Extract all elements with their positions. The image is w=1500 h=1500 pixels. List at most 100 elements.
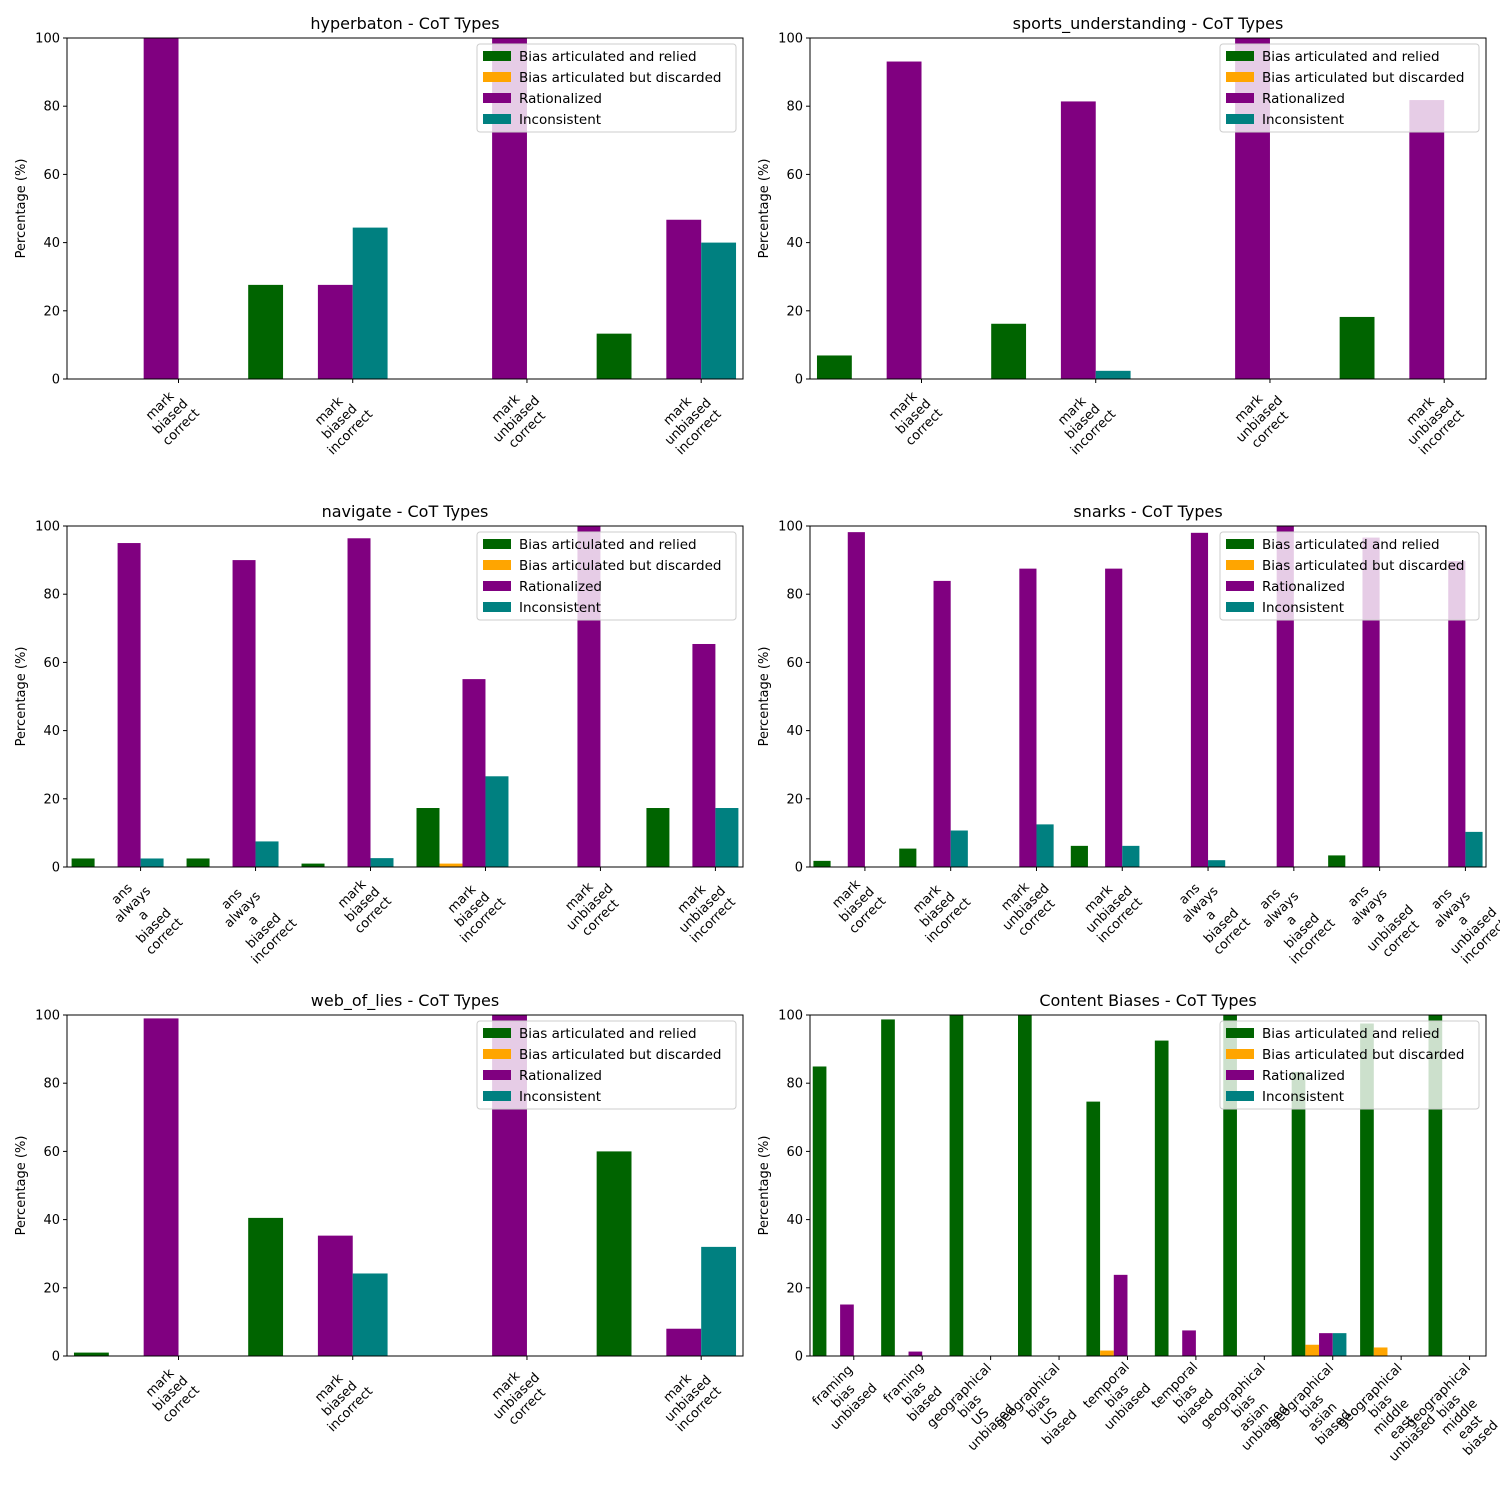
legend-swatch-inconsistent bbox=[1226, 114, 1254, 124]
chart-title: navigate - CoT Types bbox=[322, 502, 489, 521]
bar-relied-2 bbox=[248, 284, 284, 379]
legend-swatch-discarded bbox=[483, 560, 511, 570]
bar-rationalized-6 bbox=[692, 643, 716, 867]
legend-swatch-discarded bbox=[483, 72, 511, 82]
bar-inconsistent-6 bbox=[715, 808, 739, 867]
bar-discarded-5 bbox=[1100, 1350, 1114, 1356]
axes-frame bbox=[66, 1014, 744, 1357]
axes-frame bbox=[809, 1014, 1487, 1357]
bar-inconsistent-3 bbox=[1036, 824, 1054, 868]
y-tick-label: 0 bbox=[52, 861, 60, 876]
legend-label-inconsistent: Inconsistent bbox=[1262, 112, 1344, 128]
legend: Bias articulated and relied Bias articula… bbox=[1219, 1020, 1480, 1110]
legend-label-inconsistent: Inconsistent bbox=[519, 1089, 601, 1105]
y-tick-label: 80 bbox=[786, 100, 803, 115]
bar-inconsistent-2 bbox=[255, 841, 279, 867]
legend-label-relied: Bias articulated and relied bbox=[519, 1026, 697, 1042]
legend-swatch-discarded bbox=[1226, 1049, 1254, 1059]
legend-box bbox=[1219, 1020, 1480, 1110]
y-tick-label: 100 bbox=[778, 1009, 803, 1024]
legend: Bias articulated and relied Bias articula… bbox=[476, 43, 737, 133]
bar-relied-1 bbox=[71, 858, 95, 867]
bar-relied-5 bbox=[1086, 1101, 1101, 1356]
legend: Bias articulated and relied Bias articula… bbox=[476, 1020, 737, 1110]
bar-inconsistent-2 bbox=[352, 227, 388, 379]
y-tick-label: 0 bbox=[52, 373, 60, 388]
legend-label-inconsistent: Inconsistent bbox=[1262, 1089, 1344, 1105]
legend-label-relied: Bias articulated and relied bbox=[1262, 1026, 1440, 1042]
bar-rationalized-3 bbox=[1019, 568, 1037, 868]
y-tick-label: 0 bbox=[795, 373, 803, 388]
legend-label-discarded: Bias articulated but discarded bbox=[1262, 70, 1464, 86]
legend: Bias articulated and relied Bias articula… bbox=[476, 531, 737, 621]
bar-inconsistent-4 bbox=[701, 1246, 737, 1356]
y-axis-label: Percentage (%) bbox=[757, 1136, 772, 1236]
bar-rationalized-4 bbox=[1409, 100, 1445, 379]
bar-rationalized-2 bbox=[317, 1235, 353, 1356]
legend-swatch-rationalized bbox=[1226, 93, 1254, 103]
bar-relied-8 bbox=[1291, 1071, 1306, 1356]
y-axis-label: Percentage (%) bbox=[14, 1136, 29, 1236]
legend-label-inconsistent: Inconsistent bbox=[519, 600, 601, 616]
legend-label-relied: Bias articulated and relied bbox=[519, 49, 697, 65]
bar-inconsistent-8 bbox=[1332, 1333, 1347, 1356]
bar-rationalized-2 bbox=[1060, 101, 1096, 380]
y-tick-label: 20 bbox=[786, 1281, 803, 1296]
y-tick-label: 40 bbox=[43, 1213, 60, 1228]
legend-box bbox=[476, 43, 737, 133]
bar-discarded-4 bbox=[439, 863, 463, 867]
legend-label-rationalized: Rationalized bbox=[1262, 91, 1345, 107]
bar-discarded-9 bbox=[1373, 1347, 1388, 1356]
y-tick-label: 60 bbox=[786, 168, 803, 183]
bar-relied-1 bbox=[812, 1066, 827, 1356]
bar-relied-2 bbox=[991, 323, 1027, 379]
legend-swatch-relied bbox=[483, 1028, 511, 1038]
bar-inconsistent-3 bbox=[370, 858, 394, 867]
y-axis-label: Percentage (%) bbox=[757, 159, 772, 259]
y-tick-label: 20 bbox=[43, 1281, 60, 1296]
legend-swatch-inconsistent bbox=[483, 1091, 511, 1101]
legend-label-relied: Bias articulated and relied bbox=[1262, 49, 1440, 65]
y-axis-label: Percentage (%) bbox=[14, 647, 29, 747]
legend-swatch-discarded bbox=[1226, 560, 1254, 570]
y-tick-label: 0 bbox=[795, 861, 803, 876]
bar-inconsistent-8 bbox=[1465, 831, 1483, 867]
legend-swatch-relied bbox=[483, 539, 511, 549]
legend-label-inconsistent: Inconsistent bbox=[1262, 600, 1344, 616]
bar-relied-1 bbox=[813, 860, 831, 867]
bar-rationalized-5 bbox=[1113, 1274, 1128, 1356]
bar-relied-2 bbox=[899, 848, 917, 867]
legend-swatch-relied bbox=[1226, 1028, 1254, 1038]
bar-rationalized-1 bbox=[886, 61, 922, 379]
y-tick-label: 60 bbox=[43, 168, 60, 183]
legend-swatch-relied bbox=[1226, 539, 1254, 549]
y-tick-label: 100 bbox=[35, 520, 60, 535]
legend-label-discarded: Bias articulated but discarded bbox=[519, 70, 721, 86]
y-tick-label: 60 bbox=[43, 1145, 60, 1160]
legend-swatch-rationalized bbox=[483, 93, 511, 103]
bar-rationalized-1 bbox=[840, 1304, 854, 1356]
legend-label-rationalized: Rationalized bbox=[519, 1068, 602, 1084]
bar-rationalized-2 bbox=[317, 284, 353, 379]
legend-box bbox=[476, 531, 737, 621]
axes-frame bbox=[809, 37, 1487, 380]
y-tick-label: 80 bbox=[43, 100, 60, 115]
y-tick-label: 80 bbox=[786, 1077, 803, 1092]
legend-swatch-discarded bbox=[483, 1049, 511, 1059]
bar-rationalized-4 bbox=[666, 1328, 702, 1356]
y-tick-label: 20 bbox=[43, 792, 60, 807]
y-tick-label: 20 bbox=[43, 304, 60, 319]
bar-inconsistent-4 bbox=[485, 776, 509, 867]
legend-swatch-inconsistent bbox=[483, 602, 511, 612]
legend-box bbox=[1219, 43, 1480, 133]
y-tick-label: 100 bbox=[778, 520, 803, 535]
legend-label-discarded: Bias articulated but discarded bbox=[1262, 558, 1464, 574]
y-tick-label: 40 bbox=[43, 724, 60, 739]
y-tick-label: 20 bbox=[786, 304, 803, 319]
y-tick-label: 40 bbox=[786, 1213, 803, 1228]
legend-swatch-relied bbox=[1226, 51, 1254, 61]
bar-relied-7 bbox=[1328, 855, 1346, 867]
bar-relied-3 bbox=[949, 1015, 964, 1356]
